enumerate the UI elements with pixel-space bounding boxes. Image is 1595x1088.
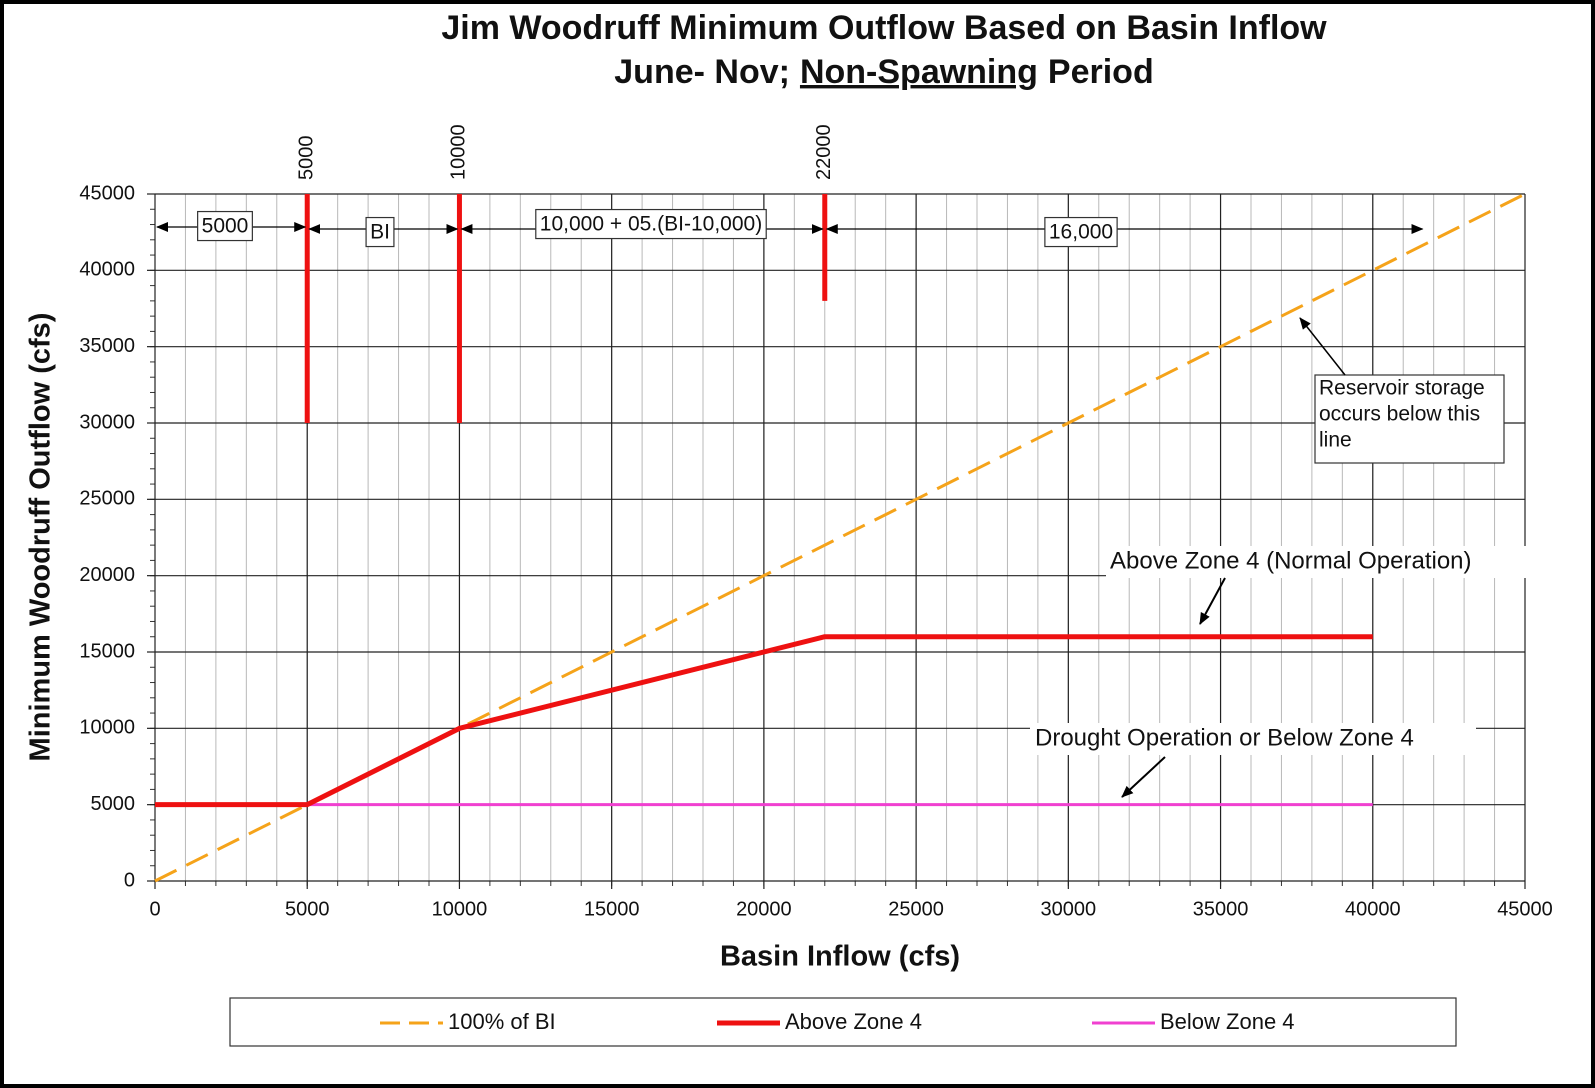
y-tick-label: 5000 — [91, 793, 136, 815]
range-label: 5000 — [202, 215, 249, 238]
marker-label: 22000 — [813, 124, 835, 180]
range-label: 16,000 — [1049, 221, 1113, 244]
x-tick-label: 5000 — [285, 898, 330, 920]
callout-bg — [1106, 546, 1530, 578]
callout-text: Reservoir storage — [1319, 377, 1485, 400]
subtitle-part: Period — [1048, 53, 1154, 91]
range-box — [365, 216, 395, 248]
callout-box — [1314, 374, 1505, 464]
x-tick-label: 15000 — [584, 898, 640, 920]
x-tick-label: 30000 — [1041, 898, 1097, 920]
x-tick-label: 20000 — [736, 898, 792, 920]
callout-text: line — [1319, 429, 1352, 452]
y-tick-label: 15000 — [79, 640, 135, 662]
range-box — [1044, 216, 1118, 248]
series-line — [155, 634, 1373, 808]
y-axis-label: Minimum Woodruff Outflow (cfs) — [25, 313, 57, 762]
range-label: BI — [370, 221, 390, 244]
subtitle-part: Non-Spawning — [800, 53, 1038, 91]
x-tick-label: 45000 — [1497, 898, 1553, 920]
y-tick-label: 0 — [124, 869, 135, 891]
y-tick-label: 35000 — [79, 335, 135, 357]
callout-text: Drought Operation or Below Zone 4 — [1035, 724, 1414, 751]
callout-arrow — [1121, 756, 1166, 798]
grid — [147, 193, 1526, 889]
callout-bg — [1030, 723, 1476, 755]
y-tick-label: 30000 — [79, 411, 135, 433]
legend-label: Above Zone 4 — [785, 1009, 922, 1034]
chart-subtitle: June- Nov; Non-Spawning Period — [614, 53, 1153, 91]
marker-label: 5000 — [296, 136, 318, 181]
y-tick-label: 45000 — [79, 182, 135, 204]
legend-label: 100% of BI — [448, 1009, 556, 1034]
callout-arrow — [1299, 317, 1346, 376]
callout-text: Above Zone 4 (Normal Operation) — [1110, 547, 1472, 574]
range-label: 10,000 + 05.(BI-10,000) — [540, 213, 762, 236]
x-tick-label: 35000 — [1193, 898, 1249, 920]
x-axis-label: Basin Inflow (cfs) — [720, 941, 960, 973]
range-box — [535, 208, 767, 240]
chart-title: Jim Woodruff Minimum Outflow Based on Ba… — [441, 9, 1327, 47]
x-tick-label: 10000 — [432, 898, 488, 920]
legend — [229, 997, 1457, 1047]
x-tick-label: 25000 — [888, 898, 944, 920]
range-box — [197, 210, 253, 242]
y-tick-label: 10000 — [79, 717, 135, 739]
y-tick-label: 25000 — [79, 488, 135, 510]
callout-arrow — [1199, 577, 1226, 625]
subtitle-part: June- Nov; — [614, 53, 790, 91]
x-tick-label: 40000 — [1345, 898, 1401, 920]
y-tick-label: 20000 — [79, 564, 135, 586]
legend-label: Below Zone 4 — [1160, 1009, 1295, 1034]
callout-text: occurs below this — [1319, 403, 1480, 426]
x-tick-label: 0 — [149, 898, 160, 920]
marker-label: 10000 — [448, 124, 470, 180]
y-tick-label: 40000 — [79, 259, 135, 281]
